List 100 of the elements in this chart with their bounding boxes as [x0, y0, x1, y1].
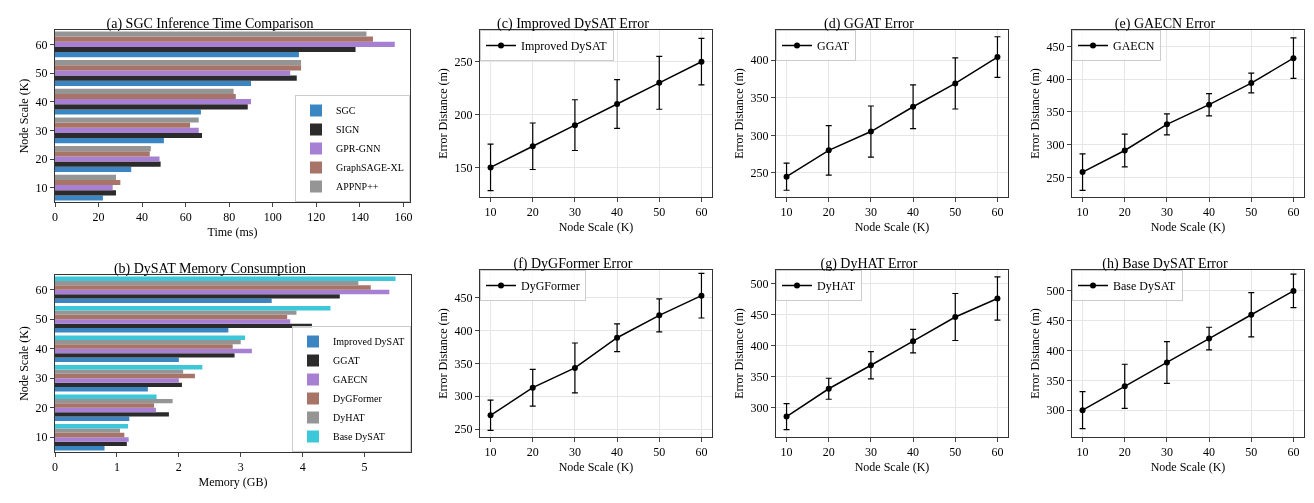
point [1163, 359, 1170, 366]
point [867, 362, 874, 369]
bar [55, 151, 150, 157]
y-tick-label: 50 [35, 66, 48, 81]
legend-label: DyHAT [333, 412, 365, 424]
bar [55, 289, 390, 295]
bar [55, 146, 151, 152]
y-tick-label: 300 [1046, 403, 1065, 418]
chart-title: (c) Improved DySAT Error [497, 15, 650, 32]
bar [55, 276, 396, 281]
x-tick-label: 120 [307, 210, 326, 225]
chart-title: (d) GGAT Error [824, 15, 915, 32]
legend-label: SGC [336, 105, 356, 117]
bar [55, 60, 302, 66]
y-tick-label: 300 [454, 389, 473, 404]
x-tick-label: 10 [1076, 445, 1089, 460]
bar [55, 446, 105, 451]
x-tick-label: 40 [611, 205, 624, 220]
x-axis-title: Memory (GB) [198, 475, 268, 490]
bar [55, 138, 164, 144]
x-tick-label: 30 [568, 205, 581, 220]
y-tick-label: 350 [454, 356, 473, 371]
chart-title: (a) SGC Inference Time Comparison [106, 15, 314, 32]
legend-label: DyGFormer [521, 279, 580, 294]
point [1290, 55, 1297, 62]
x-tick-label: 20 [526, 445, 539, 460]
bar [55, 41, 395, 47]
point [656, 79, 663, 86]
y-axis-title: Node Scale (K) [16, 326, 31, 401]
x-tick-label: 20 [526, 205, 539, 220]
legend-label: Improved DySAT [333, 336, 405, 348]
bar [55, 339, 241, 345]
x-tick-label: 60 [991, 445, 1004, 460]
point [994, 295, 1001, 302]
y-tick-label: 250 [454, 422, 473, 437]
y-tick-label: 350 [1046, 373, 1065, 388]
bar [55, 335, 246, 340]
point [783, 413, 790, 420]
x-tick-label: 40 [907, 445, 920, 460]
bar [55, 428, 121, 433]
point [614, 334, 621, 341]
bar [55, 31, 367, 37]
bar [55, 36, 373, 42]
x-tick-label: 20 [1118, 445, 1131, 460]
bar [55, 166, 132, 172]
legend-label: Base DySAT [333, 431, 385, 443]
y-tick-label: 250 [454, 54, 473, 69]
point [1163, 121, 1170, 128]
point [1206, 335, 1213, 342]
y-tick-label: 20 [35, 152, 48, 167]
x-tick-label: 100 [263, 210, 282, 225]
bar [55, 174, 116, 180]
x-tick-label: 160 [394, 210, 413, 225]
y-tick-label: 300 [750, 400, 769, 415]
x-tick-label: 1 [113, 460, 120, 475]
y-tick-label: 400 [454, 323, 473, 338]
x-tick-label: 4 [299, 460, 306, 475]
y-tick-label: 450 [1046, 313, 1065, 328]
y-axis-title: Error Distance (m) [731, 308, 746, 399]
point [994, 54, 1001, 61]
bar [55, 328, 229, 333]
bar [55, 80, 252, 86]
point [1079, 407, 1086, 414]
x-tick-label: 10 [780, 445, 793, 460]
point [698, 292, 705, 299]
point [952, 80, 959, 87]
bar [55, 179, 121, 186]
x-tick-label: 40 [907, 205, 920, 220]
y-tick-label: 500 [1046, 284, 1065, 299]
point [487, 164, 494, 171]
x-tick-label: 30 [1160, 205, 1173, 220]
bar [55, 310, 297, 315]
point [529, 143, 536, 150]
bar [55, 407, 156, 413]
bar [55, 195, 103, 201]
x-tick-label: 40 [1203, 445, 1216, 460]
y-tick-label: 350 [750, 369, 769, 384]
x-tick-label: 30 [864, 205, 877, 220]
y-tick-label: 40 [35, 94, 48, 109]
y-tick-label: 30 [35, 123, 48, 138]
bar [55, 122, 191, 128]
x-tick-label: 50 [653, 205, 666, 220]
y-tick-label: 60 [35, 37, 48, 52]
y-tick-label: 500 [750, 276, 769, 291]
chart-title: (f) DyGFormer Error [513, 255, 633, 272]
y-tick-label: 450 [454, 290, 473, 305]
point [825, 385, 832, 392]
x-axis-title: Node Scale (K) [854, 460, 930, 475]
bar [55, 156, 160, 162]
x-tick-label: 60 [695, 445, 708, 460]
y-tick-label: 200 [454, 107, 473, 122]
bar [55, 437, 129, 442]
x-tick-label: 20 [92, 210, 105, 225]
point [1079, 169, 1086, 176]
x-tick-label: 50 [1245, 445, 1258, 460]
bar [55, 280, 359, 286]
bar [55, 403, 155, 408]
point [529, 384, 536, 391]
x-tick-label: 50 [653, 445, 666, 460]
x-tick-label: 60 [1287, 445, 1300, 460]
